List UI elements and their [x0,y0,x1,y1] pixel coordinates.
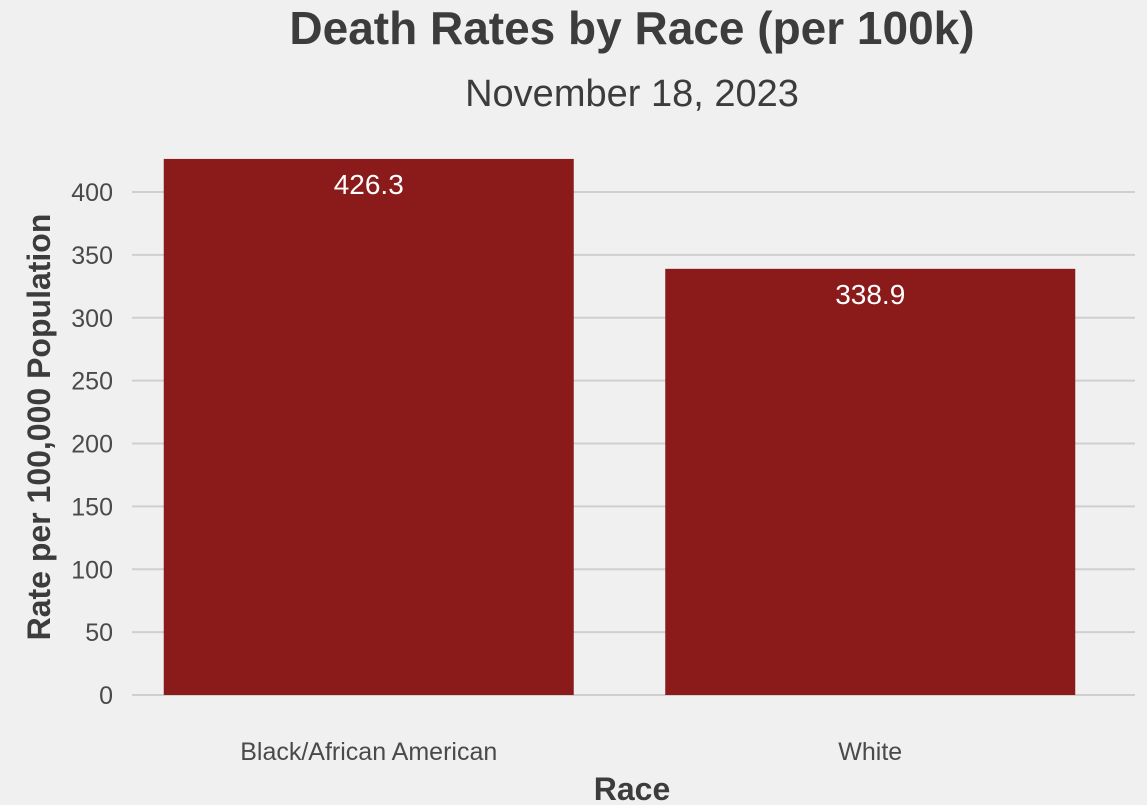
bar [163,158,574,696]
bar-value-label: 338.9 [835,279,905,310]
y-tick-label: 50 [85,619,113,647]
chart-title: Death Rates by Race (per 100k) [289,2,974,54]
bar-value-label: 426.3 [334,169,404,200]
y-tick-label: 200 [71,431,113,459]
y-tick-label: 100 [71,556,113,584]
y-tick-label: 400 [71,179,113,207]
y-tick-label: 150 [71,493,113,521]
y-tick-labels: 0 50 100 150 200 250 300 350 400 [71,179,113,710]
bars: 426.3 338.9 [163,158,1076,696]
x-tick-labels: Black/African American White [240,738,902,766]
chart-subtitle: November 18, 2023 [465,73,799,115]
y-tick-label: 0 [99,682,113,710]
bar [665,268,1076,695]
x-tick-label: Black/African American [240,738,497,766]
x-axis-title: Race [594,771,671,805]
y-tick-label: 350 [71,242,113,270]
y-axis-title: Rate per 100,000 Population [21,214,57,641]
y-tick-label: 250 [71,368,113,396]
y-tick-label: 300 [71,305,113,333]
x-tick-label: White [838,738,902,766]
